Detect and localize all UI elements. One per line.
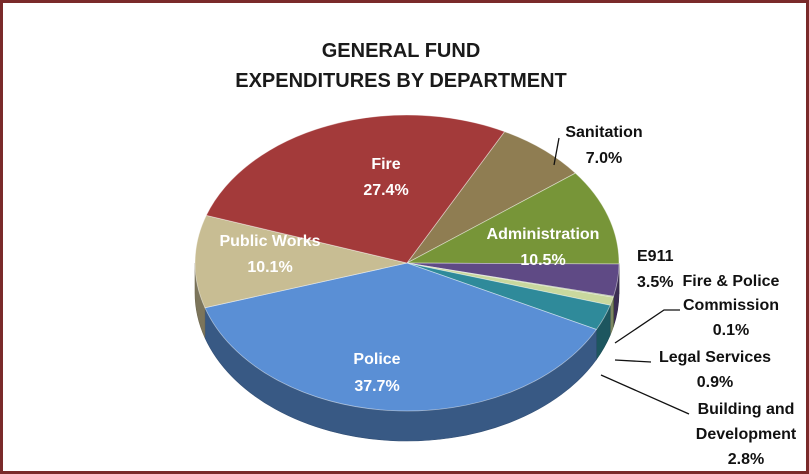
slice-label-building-and-development: Development xyxy=(696,426,797,443)
slice-label-fire-and-police-commission: Commission xyxy=(683,297,779,314)
leader-line-fire-and-police-commission xyxy=(614,309,680,344)
chart-title-line-1: GENERAL FUND xyxy=(322,40,481,62)
slice-label-e911: E911 xyxy=(637,248,674,265)
leader-line-legal-services xyxy=(614,359,652,363)
slice-administration xyxy=(406,172,620,265)
slice-fire xyxy=(205,114,506,264)
slice-label-fire: Fire xyxy=(371,156,400,173)
slice-label-fire-and-police-commission: Fire & Police xyxy=(683,273,780,290)
value-label-administration: 10.5% xyxy=(520,252,565,269)
slice-label-administration: Administration xyxy=(487,226,600,243)
value-label-fire: 27.4% xyxy=(363,182,408,199)
slice-label-public-works: Public Works xyxy=(219,233,320,250)
slice-labels: Sanitation 7.0% Administration 10.5% E911 3.5… xyxy=(219,124,796,468)
pie-slices xyxy=(194,114,620,412)
value-label-legal-services: 0.9% xyxy=(697,374,733,391)
chart-title-line-2: EXPENDITURES BY DEPARTMENT xyxy=(235,70,567,92)
value-label-public-works: 10.1% xyxy=(247,259,292,276)
slice-label-building-and-development: Building and xyxy=(698,401,795,418)
slice-police xyxy=(204,262,598,412)
slice-label-legal-services: Legal Services xyxy=(659,349,771,366)
value-label-sanitation: 7.0% xyxy=(586,150,622,167)
pie-chart: GENERAL FUND EXPENDITURES BY DEPARTMENT … xyxy=(194,40,797,468)
slice-label-police: Police xyxy=(353,351,400,368)
slice-label-sanitation: Sanitation xyxy=(565,124,642,141)
leader-line-sanitation xyxy=(553,137,560,166)
leader-line-building-and-development xyxy=(600,374,690,415)
value-label-building-and-development: 2.8% xyxy=(728,451,764,468)
value-label-fire-and-police-commission: 0.1% xyxy=(713,322,749,339)
value-label-police: 37.7% xyxy=(354,378,399,395)
slice-public-works xyxy=(194,214,408,309)
value-label-e911: 3.5% xyxy=(637,274,673,291)
leader-lines xyxy=(553,137,690,415)
